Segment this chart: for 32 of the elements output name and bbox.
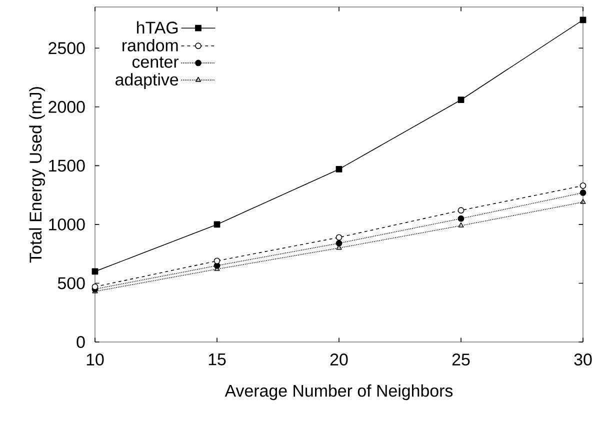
x-tick-label: 20 (330, 354, 348, 366)
x-tick-label: 30 (574, 354, 592, 366)
y-tick-label: 2500 (48, 42, 85, 54)
legend-label: hTAG (137, 21, 178, 34)
y-tick-label: 500 (58, 277, 85, 290)
point (92, 268, 98, 275)
x-tick-label: 10 (86, 354, 104, 366)
x-tick-label: 25 (452, 354, 470, 366)
y-tick-label: 0 (76, 336, 85, 348)
y-tick-label: 1000 (49, 218, 85, 230)
point (580, 16, 586, 24)
point (336, 234, 342, 241)
y-tick-label: 1500 (49, 160, 85, 172)
point (92, 284, 98, 290)
point (580, 198, 586, 204)
point (458, 96, 464, 104)
point (458, 207, 464, 214)
x-tick-label: 15 (208, 354, 226, 366)
legend-label: center (132, 56, 179, 68)
point (214, 258, 220, 264)
y-tick-label: 2000 (48, 100, 85, 113)
point (336, 166, 342, 172)
point (336, 240, 342, 246)
point (214, 221, 220, 228)
y-axis-title: Total Energy Used (mJ) (29, 87, 45, 263)
x-axis-title: Average Number of Neighbors (224, 384, 453, 400)
point (458, 215, 464, 222)
legend-label: adaptive (116, 73, 178, 89)
point (458, 222, 464, 228)
point (580, 190, 586, 196)
legend-label: random (122, 38, 178, 52)
point (580, 182, 586, 189)
